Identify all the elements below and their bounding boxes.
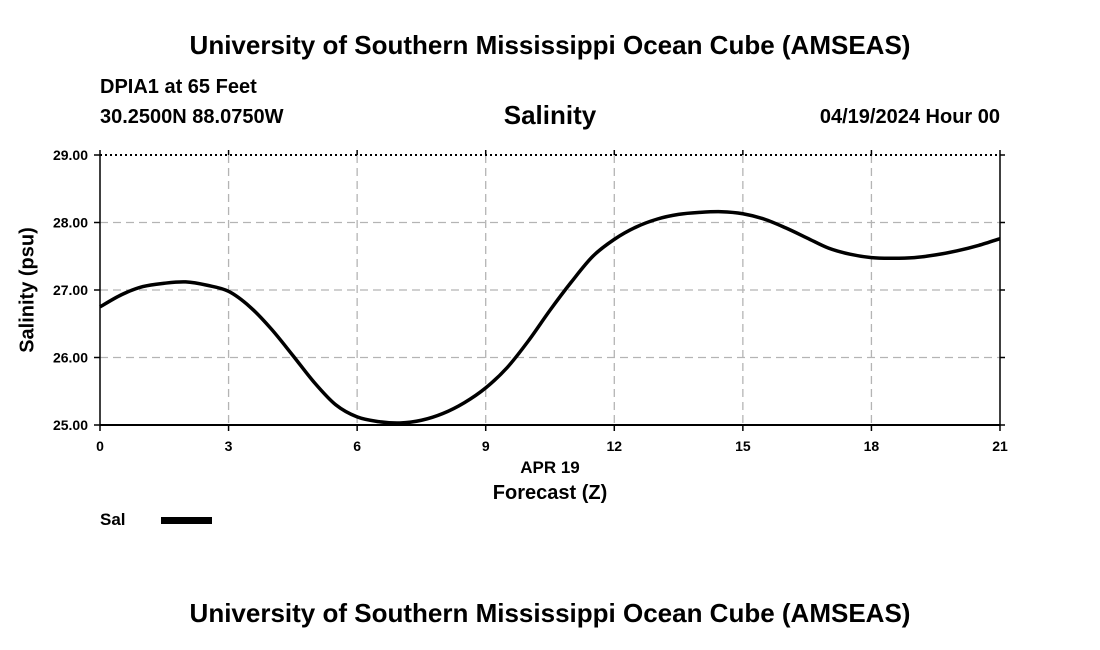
y-tick-label: 28.00 <box>53 215 88 231</box>
series-line-sal <box>99 209 1001 425</box>
x-tick-label: 6 <box>353 438 361 454</box>
main-title: University of Southern Mississippi Ocean… <box>189 30 911 60</box>
y-tick-label: 26.00 <box>53 350 88 366</box>
chart-title: Salinity <box>503 100 597 130</box>
x-date-label: APR 19 <box>520 458 580 477</box>
axes <box>94 150 1005 431</box>
y-tick-label: 27.00 <box>53 282 88 298</box>
x-tick-label: 3 <box>225 438 233 454</box>
x-tick-label: 0 <box>96 438 104 454</box>
x-tick-label: 18 <box>864 438 880 454</box>
y-tick-label: 25.00 <box>53 417 88 433</box>
x-tick-label: 12 <box>606 438 622 454</box>
legend-label: Sal <box>100 510 126 529</box>
x-axis-label: Forecast (Z) <box>492 482 608 504</box>
series-layer <box>99 209 1001 425</box>
coordinates-label: 30.2500N 88.0750W <box>100 106 284 128</box>
x-tick-label: 21 <box>992 438 1008 454</box>
x-tick-label: 15 <box>735 438 751 454</box>
forecast-datetime: 04/19/2024 Hour 00 <box>819 106 1000 128</box>
x-tick-label: 9 <box>482 438 490 454</box>
station-label: DPIA1 at 65 Feet <box>100 76 257 98</box>
legend-line-swatch <box>161 517 212 524</box>
tick-labels: 0 3 6 9 12 15 18 21 25.00 26.00 27.00 28.00 29.00 <box>53 147 1008 454</box>
y-axis-label: Salinity (psu) <box>16 227 39 353</box>
grid-lines <box>100 155 1000 425</box>
footer-title: University of Southern Mississippi Ocean… <box>189 598 911 628</box>
y-tick-label: 29.00 <box>53 147 88 163</box>
